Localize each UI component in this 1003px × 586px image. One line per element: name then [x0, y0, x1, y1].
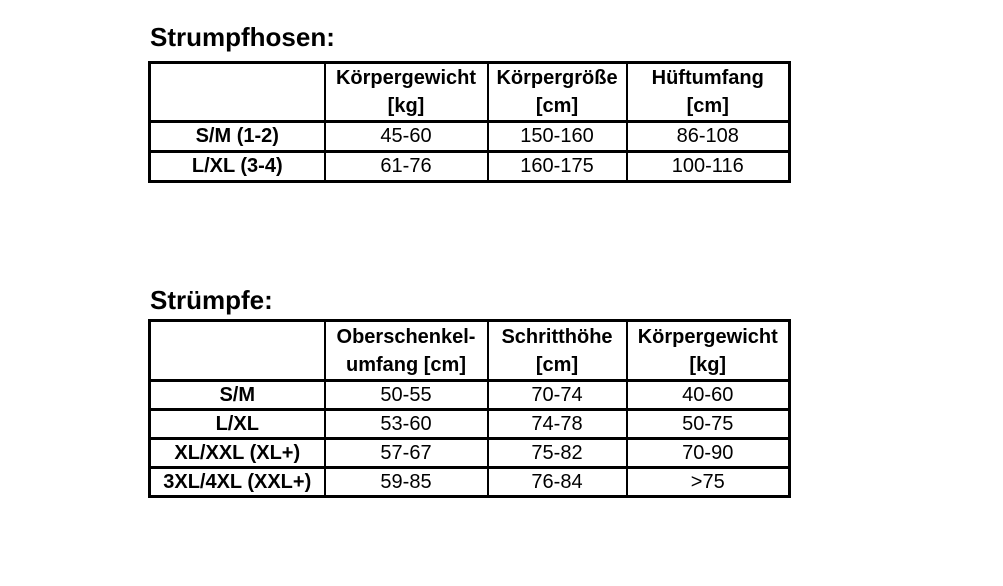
cell-koerpergewicht: >75: [625, 466, 791, 498]
table-row: 3XL/4XL (XXL+) 59-85 76-84 >75: [148, 466, 791, 498]
cell-oberschenkelumfang: 50-55: [323, 379, 489, 411]
struempfe-table: Oberschenkel- umfang [cm] Schritthöhe [c…: [148, 319, 791, 498]
table-row: L/XL (3-4) 61-76 160-175 100-116: [148, 150, 791, 183]
row-label: XL/XXL (XL+): [148, 437, 326, 469]
header-cell-hueftumfang: Hüftumfang [cm]: [625, 61, 791, 123]
header-line-2: [cm]: [686, 95, 729, 117]
struempfe-section: Strümpfe: Oberschenkel- umfang [cm] Schr…: [148, 283, 794, 498]
cell-schritthoehe: 76-84: [486, 466, 628, 498]
table-row: S/M 50-55 70-74 40-60: [148, 379, 791, 411]
header-line-1: Oberschenkel-: [336, 325, 476, 348]
header-cell-koerpergewicht: Körpergewicht [kg]: [625, 319, 791, 382]
cell-oberschenkelumfang: 57-67: [323, 437, 489, 469]
cell-hueftumfang: 100-116: [625, 150, 791, 183]
cell-koerpergewicht: 70-90: [625, 437, 791, 469]
strumpfhosen-table: Körpergewicht [kg] Körpergröße [cm] Hüft…: [148, 61, 791, 183]
cell-koerpergewicht: 50-75: [625, 408, 791, 440]
row-label: L/XL: [148, 408, 326, 440]
row-label: S/M: [148, 379, 326, 411]
strumpfhosen-title: Strumpfhosen:: [150, 22, 335, 52]
row-label: L/XL (3-4): [148, 150, 326, 183]
cell-hueftumfang: 86-108: [625, 120, 791, 153]
header-row: Körpergewicht [kg] Körpergröße [cm] Hüft…: [148, 61, 791, 123]
header-line-2: umfang [cm]: [346, 353, 466, 376]
cell-schritthoehe: 75-82: [486, 437, 628, 469]
header-line-1: Schritthöhe: [501, 325, 613, 348]
cell-schritthoehe: 70-74: [486, 379, 628, 411]
cell-oberschenkelumfang: 53-60: [323, 408, 489, 440]
cell-schritthoehe: 74-78: [486, 408, 628, 440]
cell-koerpergewicht: 45-60: [323, 120, 489, 153]
header-row: Oberschenkel- umfang [cm] Schritthöhe [c…: [148, 319, 791, 382]
table-row: L/XL 53-60 74-78 50-75: [148, 408, 791, 440]
strumpfhosen-section: Strumpfhosen: Körpergewicht [kg] Körperg…: [148, 0, 794, 183]
header-blank-cell: [148, 61, 326, 123]
header-line-1: Körpergewicht: [637, 325, 778, 348]
table-row: XL/XXL (XL+) 57-67 75-82 70-90: [148, 437, 791, 469]
header-line-2: [cm]: [535, 353, 579, 376]
header-line-2: [kg]: [689, 353, 727, 376]
header-cell-schritthoehe: Schritthöhe [cm]: [486, 319, 628, 382]
header-line-1: Hüftumfang: [651, 67, 764, 89]
table-row: S/M (1-2) 45-60 150-160 86-108: [148, 120, 791, 153]
header-cell-oberschenkelumfang: Oberschenkel- umfang [cm]: [323, 319, 489, 382]
struempfe-title: Strümpfe:: [150, 285, 273, 315]
cell-koerpergewicht: 61-76: [323, 150, 489, 183]
cell-oberschenkelumfang: 59-85: [323, 466, 489, 498]
header-line-2: [kg]: [387, 95, 425, 117]
row-label: 3XL/4XL (XXL+): [148, 466, 326, 498]
cell-koerpergroesse: 160-175: [486, 150, 628, 183]
header-cell-koerpergroesse: Körpergröße [cm]: [486, 61, 628, 123]
cell-koerpergroesse: 150-160: [486, 120, 628, 153]
header-line-2: [cm]: [535, 95, 579, 117]
header-line-1: Körpergröße: [496, 67, 618, 89]
header-blank-cell: [148, 319, 326, 382]
header-line-1: Körpergewicht: [335, 67, 477, 89]
cell-koerpergewicht: 40-60: [625, 379, 791, 411]
header-cell-koerpergewicht: Körpergewicht [kg]: [323, 61, 489, 123]
row-label: S/M (1-2): [148, 120, 326, 153]
